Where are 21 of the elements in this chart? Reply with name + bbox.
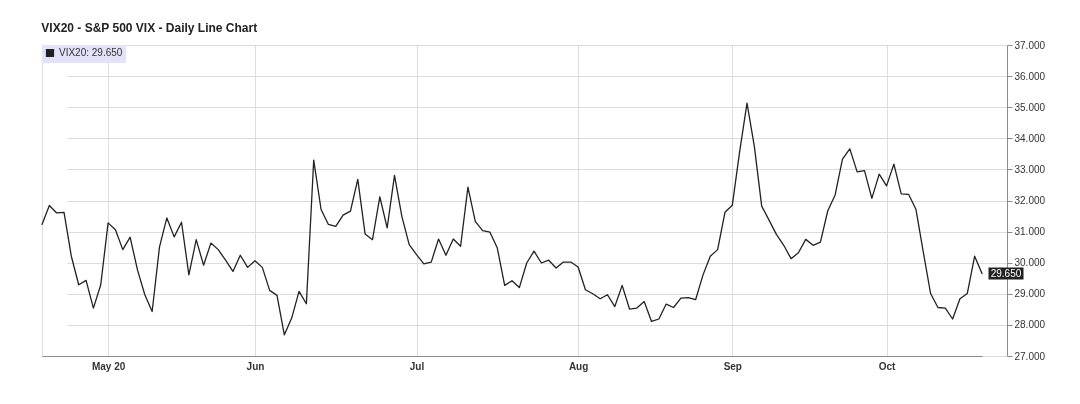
y-tick-label: 33.000 [1014, 163, 1046, 175]
x-tick-label: Aug [568, 360, 589, 372]
line-series [41, 102, 983, 336]
x-tick-label: Jun [246, 360, 265, 372]
legend-label: VIX20: 29.650 [59, 47, 123, 58]
y-tick-label: 37.000 [1014, 39, 1046, 51]
y-tick-label: 34.000 [1014, 132, 1046, 144]
y-tick-label: 28.000 [1014, 319, 1046, 331]
x-tick-label: Sep [723, 360, 742, 372]
y-tick-label: 36.000 [1014, 70, 1046, 82]
y-tick-label: 35.000 [1014, 101, 1046, 113]
y-tick-label: 27.000 [1014, 350, 1046, 362]
y-tick-label: 31.000 [1014, 226, 1046, 238]
chart-title: VIX20 - S&P 500 VIX - Daily Line Chart [41, 21, 258, 35]
x-tick-label: Oct [878, 360, 897, 372]
data-label: 29.650 [990, 267, 1022, 279]
y-tick-label: 32.000 [1014, 195, 1046, 206]
x-tick-label: May 20 [91, 360, 126, 372]
y-tick-label: 30.000 [1014, 257, 1046, 269]
x-tick-label: Jul [409, 360, 425, 372]
y-tick-label: 29.000 [1014, 288, 1046, 300]
